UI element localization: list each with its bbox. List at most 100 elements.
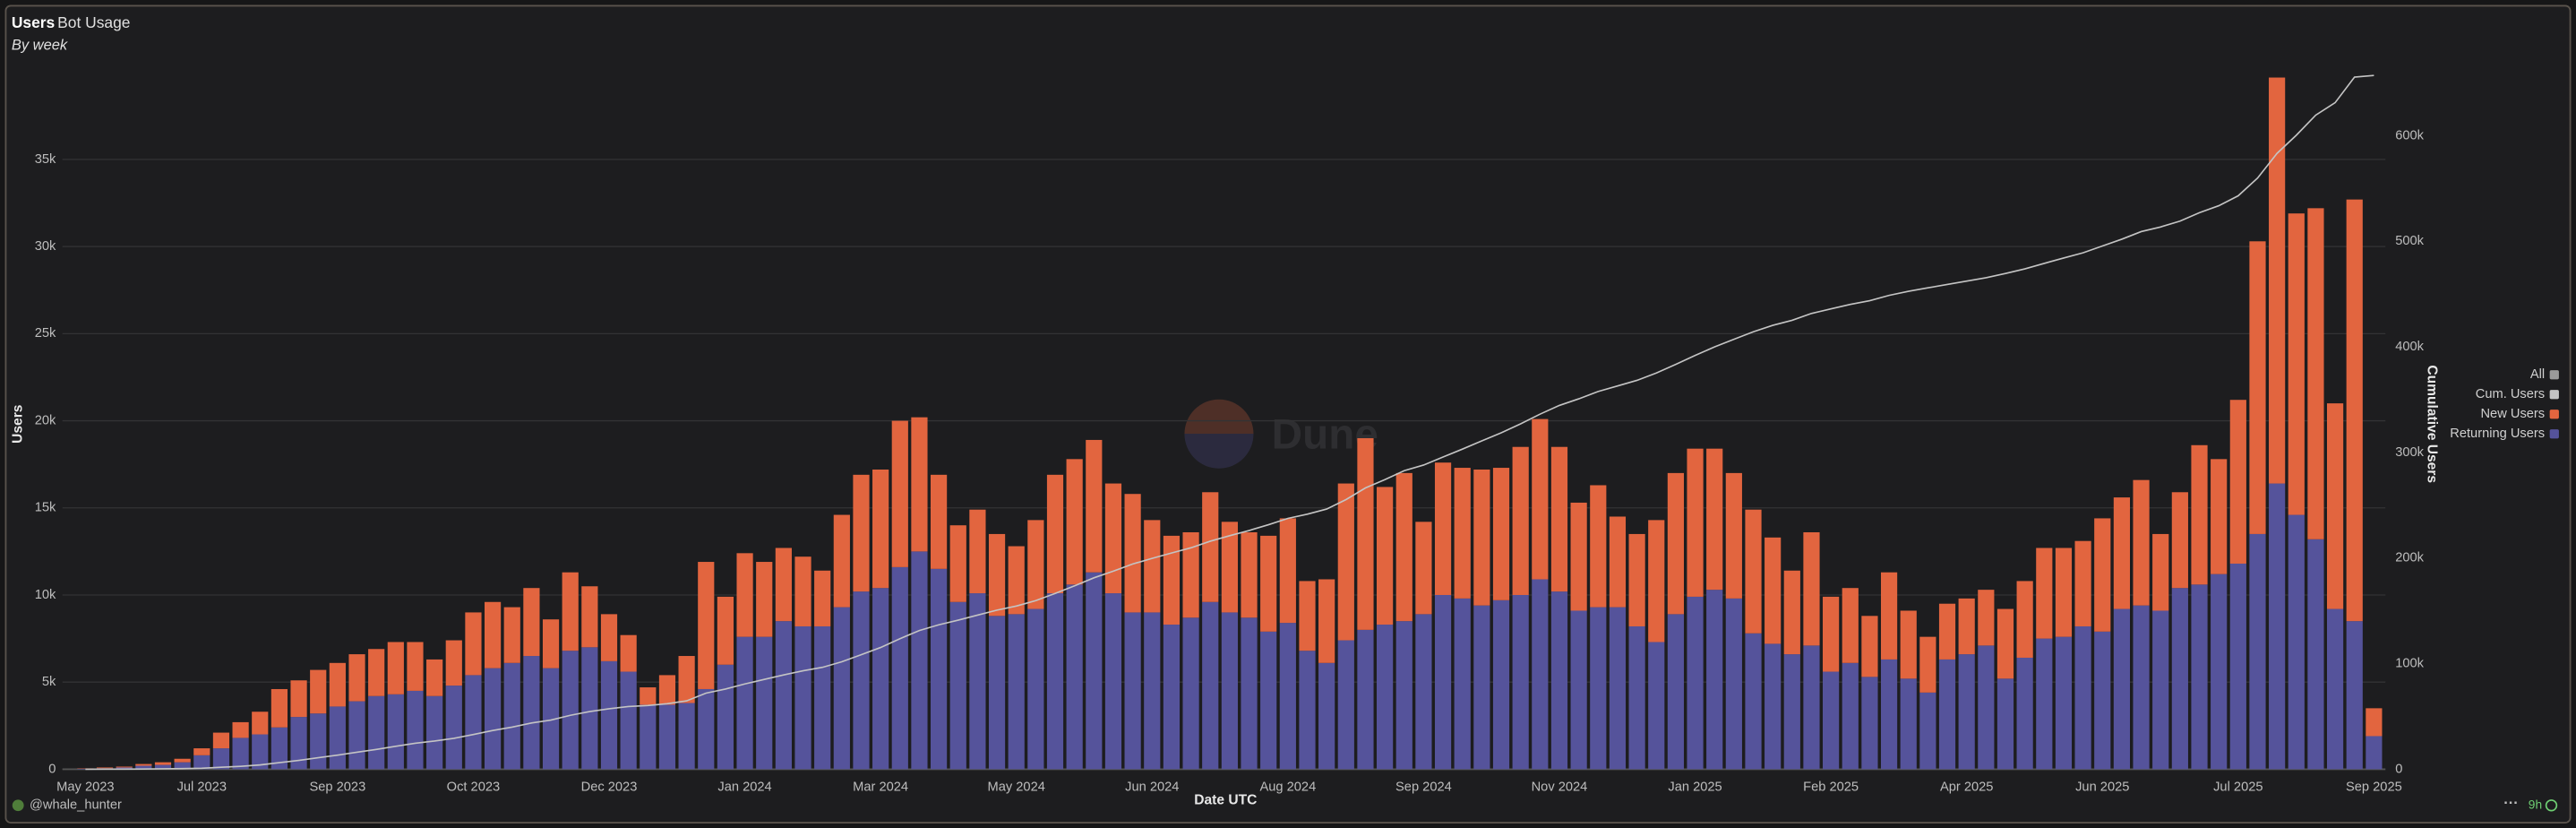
bar-segment — [1260, 535, 1277, 632]
bar-segment — [2366, 736, 2383, 770]
bar-segment — [270, 688, 288, 728]
legend-swatch — [2549, 410, 2559, 419]
bar-segment — [1823, 671, 1840, 770]
bar-segment — [1512, 446, 1529, 595]
bar-segment — [1958, 654, 1975, 770]
bar-segment — [1765, 537, 1782, 644]
bar-segment — [1823, 596, 1840, 672]
y2-tick-label: 0 — [2395, 762, 2402, 776]
bar-segment — [270, 727, 288, 770]
bar-segment — [2346, 621, 2363, 770]
bar-segment — [1919, 692, 1936, 770]
bar-segment — [1473, 605, 1490, 770]
bar-segment — [1395, 621, 1413, 770]
bar-segment — [640, 704, 657, 770]
bar-segment — [1104, 593, 1122, 770]
bar-segment — [1880, 659, 1898, 770]
tab-active[interactable]: Users — [12, 13, 55, 31]
tab[interactable]: Bot Usage — [57, 13, 130, 31]
bar-segment — [1492, 599, 1510, 770]
bar-segment — [135, 763, 152, 766]
bar-segment — [1337, 640, 1354, 770]
bar-segment — [232, 737, 249, 770]
bar-segment — [1842, 588, 1859, 663]
bar-segment — [1241, 617, 1258, 770]
x-tick-label: Sep 2024 — [1395, 780, 1452, 794]
bar-segment — [1900, 678, 1917, 770]
footer-user[interactable]: @whale_hunter — [30, 798, 122, 813]
bar-segment — [814, 625, 831, 770]
bar-segment — [2016, 657, 2033, 770]
status-icon — [2545, 799, 2558, 812]
legend-label: Cum. Users — [2476, 387, 2545, 401]
bar-segment — [988, 533, 1006, 617]
bar-segment — [1415, 614, 1432, 770]
bar-segment — [736, 636, 753, 770]
bar-segment — [1900, 610, 1917, 679]
bar-segment — [1667, 472, 1684, 615]
bar-segment — [1725, 472, 1742, 599]
y-tick-label: 15k — [35, 501, 56, 515]
bar-segment — [523, 588, 540, 657]
user-avatar[interactable] — [12, 799, 24, 812]
bar-segment — [96, 767, 114, 769]
bar-segment — [1279, 623, 1296, 770]
bar-segment — [2326, 608, 2344, 770]
x-tick-label: Aug 2024 — [1259, 780, 1316, 794]
more-menu[interactable]: ··· — [2503, 795, 2518, 811]
bar-segment — [290, 717, 307, 770]
bar-segment — [465, 675, 482, 770]
bar-segment — [2133, 605, 2150, 770]
bar-segment — [329, 662, 346, 707]
bar-segment — [1648, 520, 1665, 643]
bar-segment — [1066, 584, 1083, 770]
bar-segment — [717, 664, 734, 770]
bar-segment — [1958, 598, 1975, 655]
bar-segment — [1667, 614, 1684, 770]
bar-segment — [212, 732, 230, 749]
bar-segment — [1919, 636, 1936, 693]
bar-segment — [387, 642, 404, 694]
panel-frame — [4, 4, 2572, 824]
bar-segment — [1299, 651, 1316, 770]
bar-segment — [988, 616, 1006, 770]
bar-segment — [1221, 522, 1238, 613]
bar-segment — [368, 695, 385, 770]
bar-segment — [931, 568, 948, 770]
legend-label: All — [2530, 367, 2545, 382]
bar-segment — [1260, 631, 1277, 770]
bar-segment — [1492, 468, 1510, 600]
bar-segment — [1434, 594, 1452, 770]
bar-segment — [2094, 518, 2111, 632]
bar-segment — [329, 706, 346, 770]
bar-segment — [2307, 539, 2324, 770]
bar-segment — [2036, 548, 2053, 639]
bar-segment — [794, 556, 811, 626]
bar-segment — [445, 686, 462, 770]
bar-segment — [2113, 608, 2131, 770]
watermark-logo — [1184, 399, 1254, 469]
y2-tick-label: 600k — [2395, 128, 2424, 142]
bar-segment — [1046, 474, 1064, 594]
bar-segment — [212, 748, 230, 770]
line-series — [85, 74, 2374, 771]
x-tick-label: May 2024 — [988, 780, 1045, 794]
bar-segment — [1803, 531, 1820, 646]
bar-segment — [135, 765, 152, 770]
bar-segment — [1027, 608, 1044, 770]
bar-segment — [1104, 483, 1122, 594]
bar-segment — [310, 713, 327, 770]
bar-segment — [600, 660, 618, 770]
bar-segment — [969, 593, 986, 770]
bar-segment — [2366, 708, 2383, 737]
y-axis-title: Users — [10, 404, 25, 444]
bar-segment — [387, 694, 404, 770]
bar-segment — [1415, 522, 1432, 615]
bar-segment — [1842, 662, 1859, 770]
bar-segment — [1628, 533, 1645, 626]
bar-segment — [174, 762, 191, 770]
bar-segment — [1978, 590, 1995, 646]
legend-swatch — [2549, 390, 2559, 400]
bar-segment — [1144, 520, 1161, 613]
